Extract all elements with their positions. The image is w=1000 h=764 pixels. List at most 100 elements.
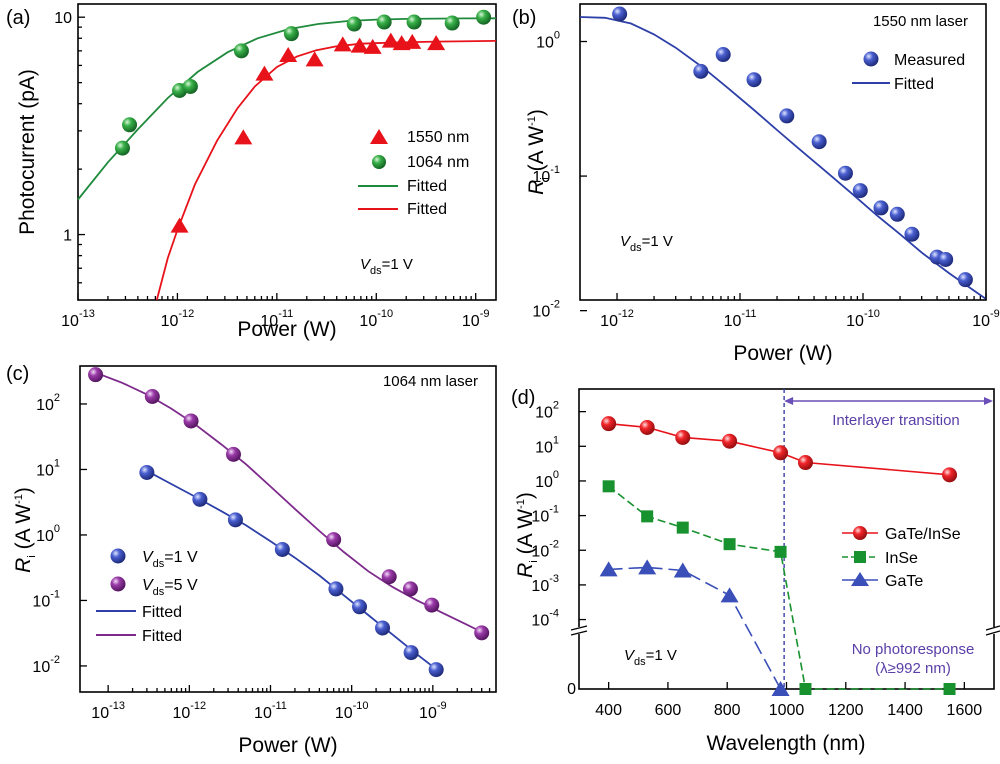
- panel-b-axes: 10-12 10-11 10-10 10-9 100 10-1 10-2: [532, 30, 999, 330]
- data-point: [676, 521, 689, 534]
- panel-a-xtick-label: 10-12: [161, 308, 195, 330]
- panel-d-xtick-label: 800: [714, 702, 741, 719]
- panel-a-xtick-label: 10-11: [260, 308, 293, 330]
- panel-a-ylabel: Photocurrent (pA): [16, 69, 39, 235]
- panel-b-ytick-label: 10-1: [532, 164, 560, 186]
- panel-d-xlabel: Wavelength (nm): [706, 732, 865, 755]
- data-point: [693, 63, 709, 79]
- fit-curve: [146, 470, 440, 673]
- data-point: [328, 581, 344, 597]
- arrow-head-left-icon: [784, 397, 794, 405]
- panel-a: (a) 10-13 10-12 10-11 10-10 10-9 1 10 Power (W…: [6, 3, 497, 341]
- data-point: [375, 620, 391, 636]
- panel-d-ytick-label: 10-4: [531, 608, 559, 630]
- panel-d-xtick-label: 1600: [947, 702, 983, 719]
- data-point: [381, 569, 397, 585]
- panel-c-ylabel: Ri (A W-1): [12, 487, 38, 573]
- panel-d-xtick-label: 1200: [828, 702, 864, 719]
- panel-b-title: 1550 nm laser: [873, 13, 968, 30]
- data-point: [234, 129, 253, 145]
- axis-break-marks: [570, 625, 1000, 636]
- panel-c-ytick-label: 100: [36, 523, 60, 545]
- data-point: [774, 545, 787, 558]
- fit-curve: [579, 16, 987, 300]
- axis-break-left-line-1: [570, 625, 588, 631]
- legend-label-gate-inse: GaTe/InSe: [885, 526, 961, 543]
- data-point: [771, 681, 790, 696]
- data-point: [326, 532, 342, 548]
- legend-label-fit-blue: Fitted: [142, 604, 182, 621]
- data-point: [799, 683, 812, 695]
- data-point: [837, 165, 853, 181]
- panel-d: (d) 400 600 800 1000 1200 1400 1600 102 101 100 10…: [511, 387, 1000, 755]
- panel-a-bias-annotation: Vds=1 V: [360, 256, 413, 277]
- axis-break-right: [986, 627, 1000, 634]
- data-point: [811, 134, 827, 150]
- panel-a-legend: 1550 nm 1064 nm Fitted Fitted: [358, 129, 469, 218]
- panel-a-series: [77, 9, 497, 301]
- legend-label-vds5: Vds=5 V: [142, 577, 198, 598]
- data-point: [602, 480, 615, 493]
- data-point: [227, 512, 243, 528]
- panel-a-axes: 10-13 10-12 10-11 10-10 10-9 1 10: [54, 10, 489, 330]
- data-point: [88, 367, 104, 383]
- axis-break-left-line-2: [570, 630, 588, 636]
- data-point: [350, 37, 369, 53]
- interlayer-transition-label: Interlayer transition: [832, 412, 960, 429]
- data-point: [938, 251, 954, 267]
- legend-triangle-icon: [851, 572, 869, 586]
- panel-c-xtick-label: 10-12: [172, 700, 206, 722]
- data-point: [333, 36, 352, 52]
- panel-d-ytick-zero: 0: [567, 681, 576, 698]
- panel-b-ytick-label: 10-2: [532, 299, 560, 321]
- legend-sphere-icon: [372, 155, 386, 169]
- panel-d-ytick-label: 10-2: [531, 538, 559, 560]
- panel-c-plot-area: [79, 365, 497, 693]
- axis-break-right-line-2: [985, 630, 1000, 636]
- panel-b-plot-area: [579, 3, 987, 301]
- panel-c-axes: 10-13 10-12 10-11 10-10 10-9 102 101 100 10-1 10-…: [32, 392, 491, 722]
- data-point: [402, 581, 418, 597]
- data-point: [722, 433, 738, 449]
- data-point: [122, 117, 138, 133]
- legend-label-fit-purple: Fitted: [142, 628, 182, 645]
- panel-a-xtick-label: 10-10: [359, 308, 393, 330]
- panel-c-xtick-label: 10-13: [91, 700, 125, 722]
- panel-a-xtick-label: 10-13: [61, 308, 95, 330]
- data-point: [192, 491, 208, 507]
- panel-d-xtick-label: 400: [595, 702, 622, 719]
- legend-label-gate: GaTe: [885, 573, 923, 590]
- panel-d-ylabel: Ri (A W-1): [514, 492, 540, 578]
- panel-c-xtick-label: 10-10: [335, 700, 369, 722]
- data-point: [376, 14, 392, 30]
- panel-d-xtick-label: 600: [655, 702, 682, 719]
- data-point: [723, 538, 736, 551]
- data-point: [942, 467, 958, 483]
- panel-a-ytick-label: 10: [54, 10, 72, 27]
- legend-sphere-icon: [110, 576, 126, 592]
- data-point: [183, 413, 199, 429]
- panel-a-label: (a): [6, 7, 30, 29]
- data-point: [274, 541, 290, 557]
- panel-a-xtick-label: 10-9: [462, 308, 490, 330]
- panel-b-label: (b): [512, 7, 536, 29]
- panel-c-label: (c): [6, 363, 29, 385]
- panel-c-ytick-label: 102: [36, 392, 60, 414]
- panel-b-legend: Measured Fitted: [852, 51, 965, 93]
- data-point: [797, 455, 813, 471]
- legend-label-fit-green: Fitted: [407, 178, 447, 195]
- data-point: [139, 464, 155, 480]
- panel-c-ytick-label: 10-1: [32, 588, 60, 610]
- data-point: [424, 597, 440, 613]
- panel-a-plot-area: [77, 3, 497, 301]
- data-point: [746, 72, 762, 88]
- fit-curve: [155, 40, 497, 301]
- panel-c: (c) 10-13 10-12 10-11 10-10 10-910210110010-…: [6, 363, 497, 757]
- legend-label-fit-red: Fitted: [407, 201, 447, 218]
- no-photoresponse-range: (λ≥992 nm): [875, 660, 951, 677]
- legend-sphere-icon: [110, 548, 126, 564]
- panel-c-ytick-label: 101: [36, 457, 60, 479]
- data-point: [638, 559, 657, 575]
- data-point: [170, 217, 189, 233]
- data-point: [873, 200, 889, 216]
